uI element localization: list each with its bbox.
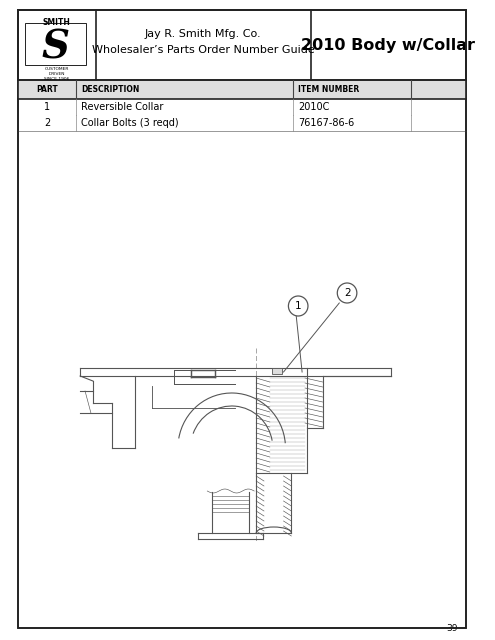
- Bar: [25, 23, 86, 65]
- Bar: [272, 368, 282, 374]
- Text: 2010 Body w/Collar: 2010 Body w/Collar: [301, 38, 475, 52]
- Text: ITEM NUMBER: ITEM NUMBER: [298, 85, 359, 94]
- Text: 2010C: 2010C: [298, 102, 330, 112]
- Text: PART: PART: [36, 85, 58, 94]
- Text: 1: 1: [295, 301, 301, 311]
- Text: Collar Bolts (3 reqd): Collar Bolts (3 reqd): [81, 118, 179, 128]
- Bar: [18, 80, 466, 99]
- Circle shape: [289, 296, 308, 316]
- Text: DESCRIPTION: DESCRIPTION: [81, 85, 140, 94]
- Text: 39: 39: [446, 624, 457, 633]
- Circle shape: [337, 283, 357, 303]
- Text: Reversible Collar: Reversible Collar: [81, 102, 163, 112]
- Text: CUSTOMER
DRIVEN
SINCE 1906: CUSTOMER DRIVEN SINCE 1906: [44, 67, 69, 81]
- Text: S: S: [42, 28, 70, 66]
- Text: 2: 2: [344, 288, 350, 298]
- Text: SMITH: SMITH: [43, 18, 71, 27]
- Text: Jay R. Smith Mfg. Co.
Wholesaler’s Parts Order Number Guide: Jay R. Smith Mfg. Co. Wholesaler’s Parts…: [92, 29, 315, 55]
- Text: 1: 1: [44, 102, 50, 112]
- Text: 2: 2: [44, 118, 50, 128]
- Text: 76167-86-6: 76167-86-6: [298, 118, 354, 128]
